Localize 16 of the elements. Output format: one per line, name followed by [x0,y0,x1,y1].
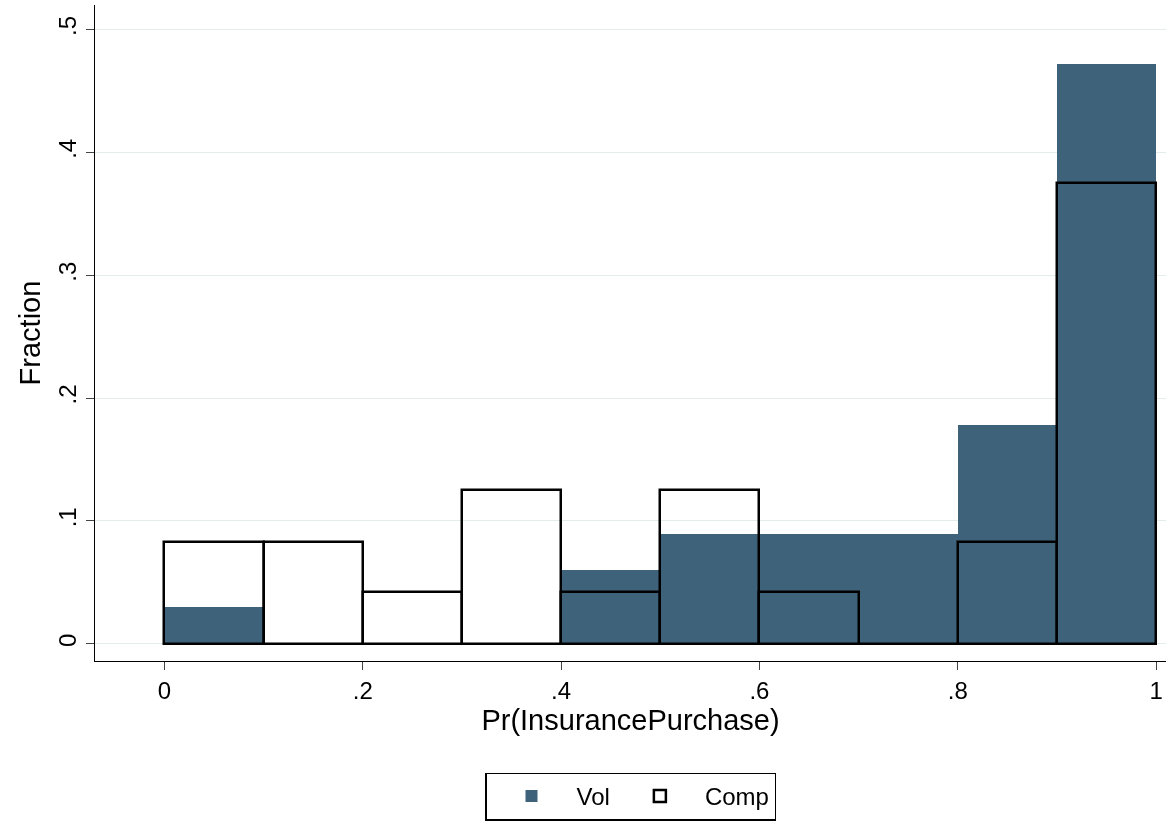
y-tick-label: .1 [54,507,82,528]
x-tick-label: 1 [1149,676,1163,704]
y-tick-label: .5 [54,15,82,36]
y-tick-label: .3 [54,261,82,282]
x-tick-label: .6 [749,676,770,704]
x-axis-title: Pr(InsurancePurchase) [481,703,780,736]
legend-label: Comp [704,783,769,811]
x-tick-label: .4 [551,676,572,704]
x-tick-label: 0 [157,676,172,704]
x-tick-label: .8 [947,676,968,704]
y-tick-label: .2 [54,384,82,405]
y-axis-title: Fraction [13,280,46,386]
y-tick-label: 0 [54,633,82,647]
legend-label: Vol [576,783,610,811]
x-tick-label: .2 [352,676,373,704]
y-tick-label: .4 [54,138,82,159]
